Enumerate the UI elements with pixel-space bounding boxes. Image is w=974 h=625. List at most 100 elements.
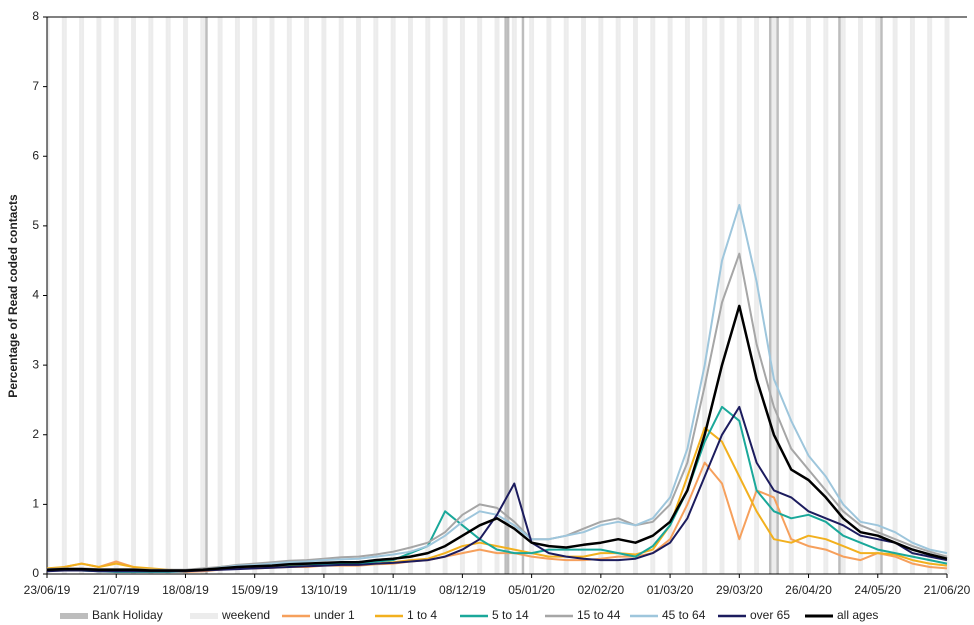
weekend-band [217, 17, 221, 574]
weekend-band [615, 17, 619, 574]
x-tick-label: 24/05/20 [854, 583, 901, 597]
legend-swatch [190, 613, 218, 619]
x-tick-label: 01/03/20 [647, 583, 694, 597]
weekend-band [875, 17, 878, 574]
weekend-band [47, 17, 50, 574]
weekend-band [113, 17, 117, 574]
legend-label: Bank Holiday [92, 608, 163, 622]
weekend-band [771, 17, 774, 574]
weekend-band [425, 17, 428, 574]
x-tick-label: 21/06/20 [924, 583, 971, 597]
bank-holiday [205, 17, 208, 574]
weekend-band [635, 17, 638, 574]
weekend-band [927, 17, 930, 574]
weekend-band [200, 17, 203, 574]
weekend-band [393, 17, 396, 574]
y-axis-label: Percentage of Read coded contacts [6, 194, 20, 398]
weekend-band [704, 17, 708, 574]
y-tick-label: 7 [32, 79, 39, 93]
weekend-band [338, 17, 342, 574]
weekend-band [722, 17, 725, 574]
weekend-band [581, 17, 584, 574]
series-line [46, 304, 948, 572]
weekend-band [445, 17, 448, 574]
weekend-band [116, 17, 119, 574]
y-tick-label: 8 [32, 9, 39, 23]
weekend-band [131, 17, 134, 574]
weekend-band [289, 17, 292, 574]
x-tick-label: 08/12/19 [439, 583, 486, 597]
weekend-band [390, 17, 394, 574]
weekend-band [272, 17, 275, 574]
weekend-band [652, 17, 656, 574]
weekend-band [237, 17, 240, 574]
weekend-band [719, 17, 722, 574]
weekend-band [702, 17, 705, 574]
weekend-band [667, 17, 671, 574]
weekend-band [598, 17, 601, 574]
weekend-band [254, 17, 258, 574]
weekend-band [531, 17, 535, 574]
weekend-band [736, 17, 740, 574]
weekend-band [410, 17, 413, 574]
weekend-band [687, 17, 690, 574]
weekend-band [81, 17, 85, 574]
x-tick-label: 02/02/20 [577, 583, 624, 597]
bank-holiday [521, 17, 525, 574]
weekend-band [182, 17, 186, 574]
weekend-band [79, 17, 82, 574]
weekend-band [892, 17, 896, 574]
weekend-band [895, 17, 898, 574]
weekend-band [548, 17, 552, 574]
weekend-band [840, 17, 844, 574]
weekend-band [947, 17, 950, 574]
weekend-band [529, 17, 532, 574]
weekend-band [306, 17, 310, 574]
y-tick-label: 2 [32, 427, 39, 441]
weekend-band [788, 17, 792, 574]
legend-label: all ages [837, 608, 878, 622]
weekend-band [477, 17, 480, 574]
weekend-band [323, 17, 327, 574]
weekend-band [373, 17, 376, 574]
weekend-band [860, 17, 863, 574]
weekend-band [133, 17, 137, 574]
bank-holiday [838, 17, 841, 574]
weekend-band [566, 17, 569, 574]
weekend-band [494, 17, 497, 574]
x-tick-label: 13/10/19 [301, 583, 348, 597]
weekend-band [857, 17, 861, 574]
legend-label: 15 to 44 [577, 608, 621, 622]
bank-holiday [504, 17, 507, 574]
y-tick-label: 6 [32, 148, 39, 162]
weekend-band [168, 17, 171, 574]
weekend-band [546, 17, 549, 574]
legend-label: 1 to 4 [407, 608, 437, 622]
weekend-band [583, 17, 587, 574]
weekend-band [407, 17, 411, 574]
weekend-band [358, 17, 362, 574]
legend-label: 45 to 64 [662, 608, 706, 622]
weekend-band [618, 17, 621, 574]
weekend-band [98, 17, 102, 574]
weekend-band [202, 17, 206, 574]
y-tick-label: 1 [32, 497, 39, 511]
weekend-band [286, 17, 290, 574]
weekend-band [912, 17, 915, 574]
weekend-band [459, 17, 463, 574]
weekend-band [185, 17, 188, 574]
legend-label: over 65 [750, 608, 790, 622]
weekend-band [756, 17, 760, 574]
weekend-band [754, 17, 757, 574]
bank-holiday [506, 17, 510, 574]
weekend-band [479, 17, 483, 574]
weekend-band [252, 17, 255, 574]
weekend-band [514, 17, 517, 574]
weekend-band [877, 17, 881, 574]
weekend-band [843, 17, 846, 574]
weekend-band [497, 17, 500, 574]
y-tick-label: 4 [32, 288, 39, 302]
weekend-band [64, 17, 67, 574]
x-tick-label: 10/11/19 [370, 583, 416, 597]
